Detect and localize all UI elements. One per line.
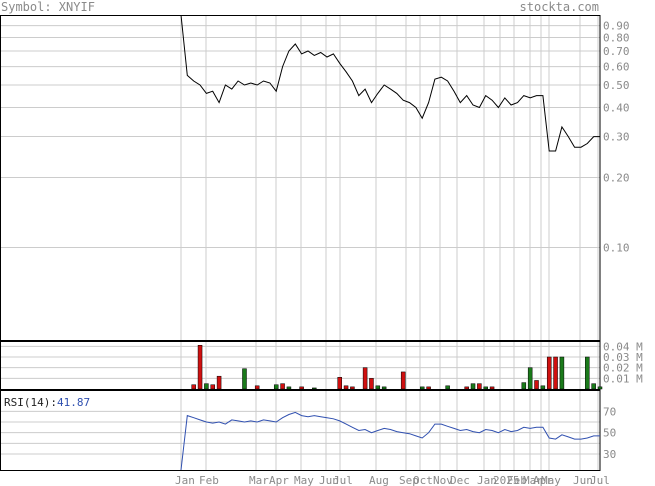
price-panel: 0.900.800.70 0.60 0.50 0.40 0.30 0.20 0.10	[180, 14, 630, 254]
price-tick-label: 0.20	[603, 172, 630, 185]
symbol-label: Symbol: XNYIF	[1, 0, 95, 14]
x-tick-label: Oct	[413, 474, 433, 486]
x-tick-label: Nov	[433, 474, 453, 486]
x-tick-label: Apr	[533, 474, 553, 486]
x-tick-label: Mar	[249, 474, 269, 486]
volume-bar	[312, 387, 317, 390]
volume-bar	[597, 386, 603, 390]
x-tick-label: Apr	[269, 474, 289, 486]
x-tick-label: Jan	[477, 474, 497, 486]
volume-tick-label: 0.03 M	[603, 351, 643, 364]
volume-bar	[216, 375, 222, 390]
x-tick-label: May	[294, 474, 314, 486]
x-tick-label: Sep	[399, 474, 419, 486]
volume-bar	[527, 367, 533, 390]
volume-bar	[197, 345, 203, 390]
volume-bar	[369, 378, 374, 390]
volume-bar	[483, 386, 488, 390]
x-tick-label: Jan	[175, 474, 195, 486]
x-tick-label: Jul	[333, 474, 353, 486]
volume-bar	[337, 377, 342, 390]
volume-bar	[191, 384, 196, 390]
panel-frame	[0, 341, 601, 390]
volume-bar	[591, 383, 596, 390]
rsi-readout: RSI(14):41.87	[4, 396, 90, 409]
volume-bar	[350, 386, 355, 390]
price-tick-label: 0.40	[603, 102, 630, 115]
x-tick-label: Feb	[199, 474, 219, 486]
volume-bar	[477, 383, 482, 390]
volume-bar	[299, 386, 304, 390]
volume-bar	[343, 385, 349, 390]
volume-bar	[362, 367, 368, 390]
x-tick-label: Jun	[319, 474, 339, 486]
volume-bar	[559, 356, 565, 390]
x-tick-label: Mar	[523, 474, 543, 486]
rsi-value: 41.87	[56, 396, 91, 409]
rsi-panel: 70 50 30	[180, 405, 616, 471]
price-tick-label: 0.50	[603, 79, 630, 92]
price-line	[180, 14, 600, 152]
rsi-line	[180, 411, 600, 471]
volume-bar	[400, 371, 406, 390]
rsi-tick-label: 50	[603, 427, 616, 440]
rsi-tick-label: 70	[603, 405, 616, 418]
x-tick-label: Jul	[590, 474, 610, 486]
price-tick-label: 0.80	[603, 32, 630, 45]
price-tick-label: 0.90	[603, 20, 630, 33]
volume-panel: 0.04 M0.03 M0.02 M0.01 M	[191, 340, 643, 390]
volume-bar	[273, 384, 279, 390]
price-tick-label: 0.70	[603, 45, 630, 58]
volume-bar	[242, 368, 247, 390]
rsi-label: RSI(14):	[4, 396, 57, 409]
volume-bar	[470, 383, 476, 390]
panel-frames	[0, 15, 601, 471]
x-tick-label: Jun	[573, 474, 593, 486]
volume-bar	[381, 386, 387, 390]
volume-bar	[464, 386, 469, 390]
chart-grid	[0, 15, 600, 470]
volume-bar	[204, 383, 209, 390]
price-tick-label: 0.30	[603, 131, 630, 144]
volume-bar	[521, 382, 527, 390]
x-tick-label: 2025	[493, 474, 520, 486]
volume-tick-label: 0.04 M	[603, 340, 643, 353]
volume-bar	[445, 385, 450, 390]
volume-bar	[254, 385, 260, 390]
x-tick-label: Aug	[369, 474, 389, 486]
volume-tick-label: 0.01 M	[603, 372, 643, 385]
x-tick-label: Feb	[507, 474, 527, 486]
rsi-tick-label: 30	[603, 448, 616, 461]
volume-bar	[375, 385, 381, 390]
volume-bar	[540, 385, 546, 390]
volume-bar	[546, 356, 552, 390]
x-tick-label: Dec	[450, 474, 470, 486]
volume-bar	[419, 386, 425, 390]
volume-tick-label: 0.02 M	[603, 362, 643, 375]
volume-bar	[426, 386, 431, 390]
volume-bar	[534, 380, 539, 390]
price-tick-label: 0.60	[603, 61, 630, 74]
brand-link[interactable]: stockta.com	[519, 0, 599, 14]
volume-bar	[210, 384, 215, 390]
price-tick-label: 0.10	[603, 241, 630, 254]
volume-bar	[489, 386, 495, 390]
x-tick-label: May	[541, 474, 561, 486]
volume-bar	[553, 356, 558, 390]
volume-bar	[280, 383, 285, 390]
volume-bar	[286, 386, 292, 390]
panel-frame	[0, 15, 601, 341]
volume-bar	[585, 356, 590, 390]
panel-frame	[0, 390, 601, 471]
